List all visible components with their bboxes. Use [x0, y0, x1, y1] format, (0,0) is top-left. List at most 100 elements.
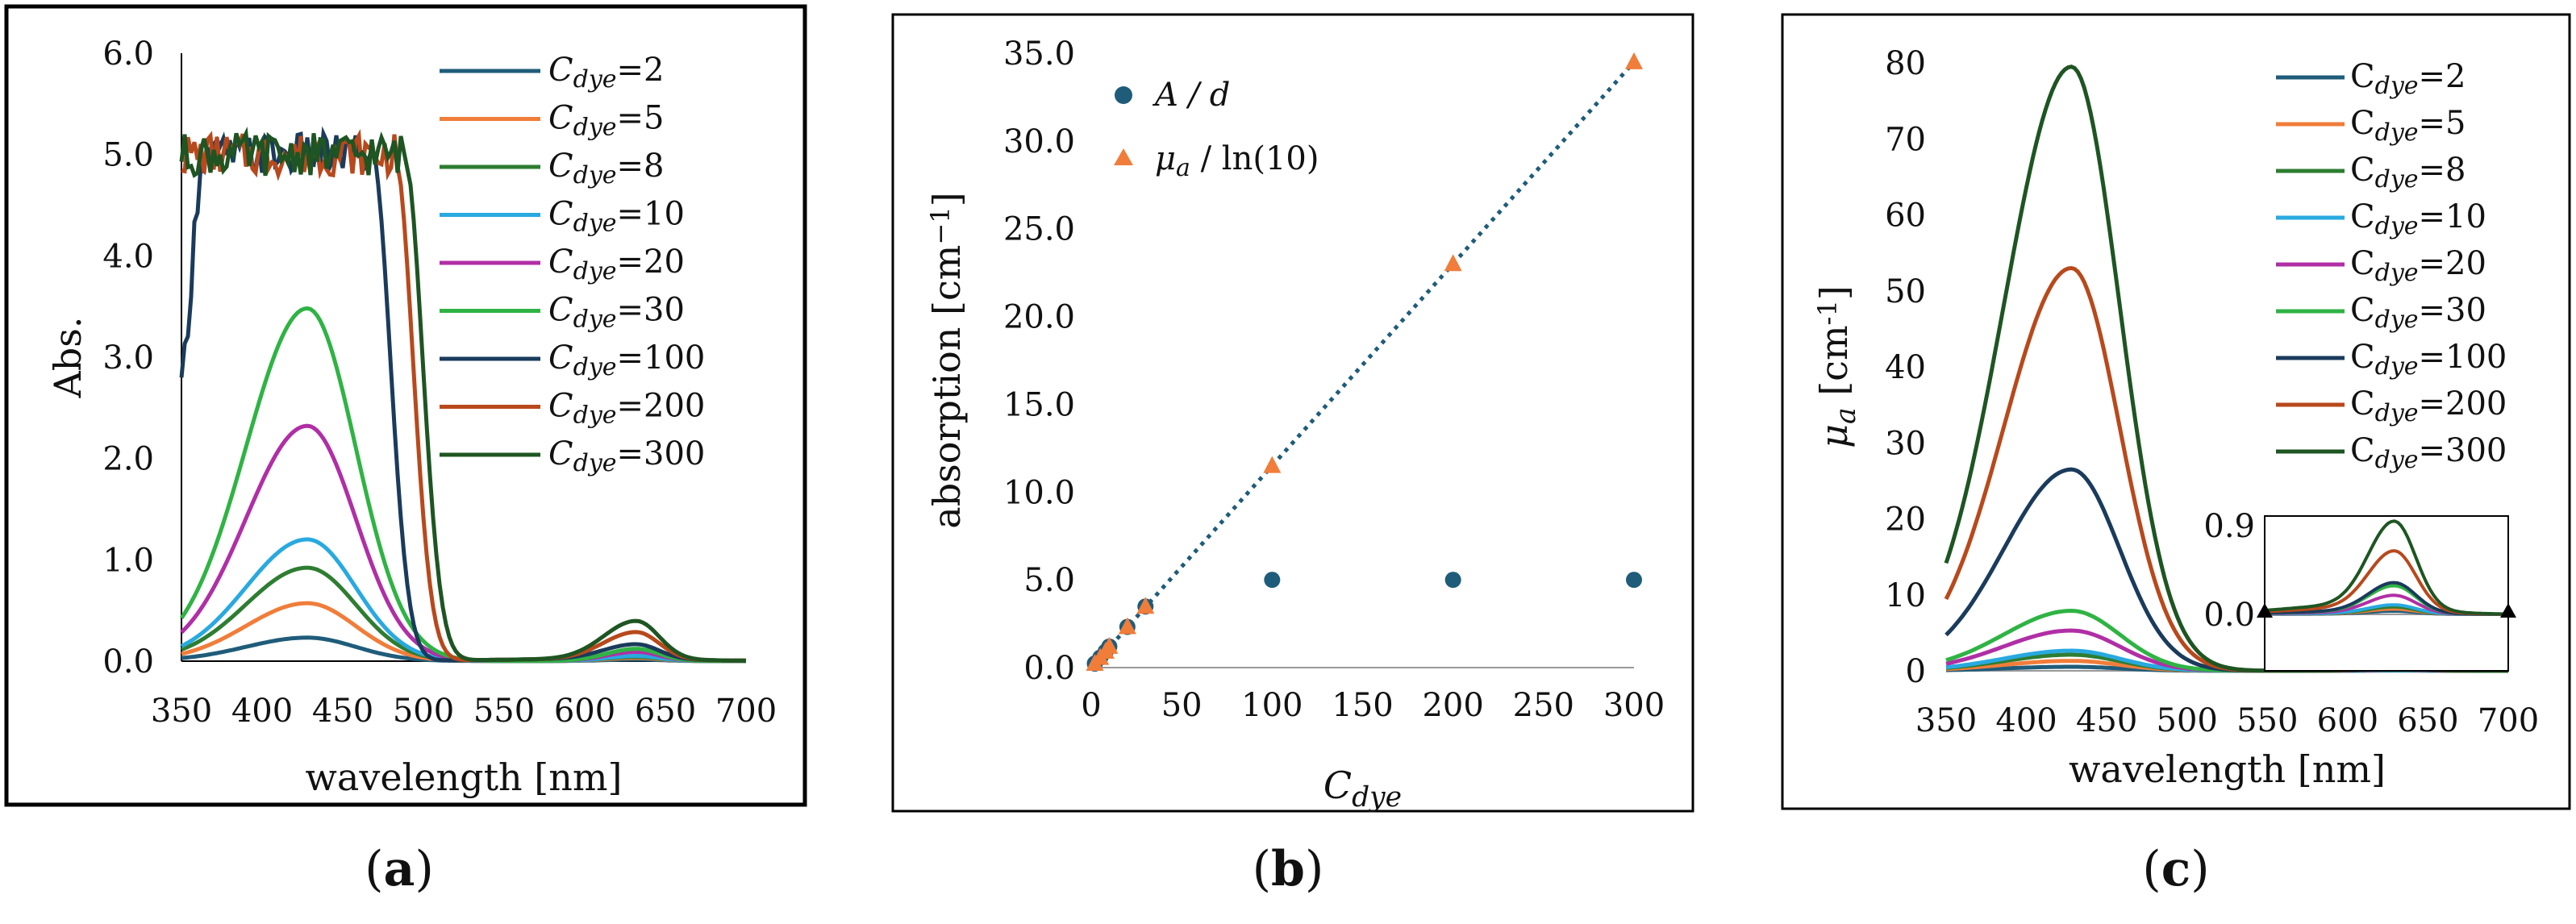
panel-c-frame: [1781, 13, 2571, 810]
inset-marker-right: [2500, 603, 2516, 618]
caption-c: (c): [2142, 841, 2209, 897]
x-tick-label: 650: [635, 693, 696, 730]
y-tick-label: 0: [1906, 653, 1926, 690]
y-tick-label: 3.0: [102, 339, 154, 377]
y-tick-label: 80: [1885, 45, 1926, 82]
panel-a: 0.0 1.0 2.0 3.0 4.0 5.0 6.0 350 400 450 500 550 600 6…: [46, 35, 777, 799]
y-tick-label: 1.0: [102, 542, 154, 579]
legend-label: Cdye=8: [2350, 152, 2466, 194]
x-tick-label: 600: [554, 693, 615, 730]
legend-label: Cdye=20: [548, 243, 685, 285]
caption-b: (b): [1253, 841, 1324, 897]
y-tick-label: 0.0: [1023, 650, 1075, 687]
x-tick-label: 600: [2317, 702, 2378, 739]
x-axis-label: Cdye: [1323, 764, 1402, 814]
x-tick-label: 50: [1161, 687, 1203, 724]
legend-label: Cdye=300: [548, 435, 705, 477]
legend-label: Cdye=5: [548, 100, 664, 142]
scatter-point-triangle: [1118, 617, 1136, 635]
y-tick-label: 40: [1885, 349, 1926, 386]
y-tick-label: 35.0: [1003, 35, 1075, 73]
legend-label: Cdye=2: [548, 52, 664, 94]
legend-label: Cdye=200: [548, 388, 705, 430]
y-tick-label: 4.0: [102, 238, 154, 275]
x-tick-label: 550: [473, 693, 535, 730]
y-tick-label: 5.0: [102, 137, 154, 174]
panel-b: 0.0 5.0 10.0 15.0 20.0 25.0 30.0 35.0 0 50 100 150 2…: [925, 35, 1665, 814]
scatter-point-triangle: [1625, 52, 1643, 69]
y-tick-label: 60: [1885, 198, 1926, 235]
x-tick-label: 300: [1603, 687, 1665, 724]
y-tick-label: 25.0: [1003, 211, 1075, 248]
scatter-point-triangle: [1136, 597, 1155, 614]
y-tick-label: 10: [1885, 577, 1926, 614]
legend-label: Cdye=8: [548, 148, 664, 189]
x-tick-label: 150: [1332, 687, 1393, 724]
y-tick-label: 20: [1885, 502, 1926, 539]
scatter-point-triangle: [1100, 636, 1119, 654]
y-tick-label: 6.0: [102, 35, 154, 73]
inset-y-tick-label: 0.9: [2203, 508, 2255, 545]
scatter-point-triangle: [1444, 254, 1462, 272]
inset-frame: [2264, 515, 2509, 672]
x-tick-label: 400: [231, 693, 293, 730]
x-tick-label: 450: [312, 693, 373, 730]
y-tick-label: 70: [1885, 121, 1926, 158]
x-tick-label: 700: [715, 693, 777, 730]
trendline: [1090, 60, 1636, 669]
legend-label: Cdye=100: [548, 339, 705, 381]
y-axis-label: Abs.: [46, 317, 90, 399]
y-tick-label: 0.0: [102, 643, 154, 681]
panel-a-frame: [4, 4, 807, 807]
y-tick-label: 20.0: [1003, 299, 1075, 336]
x-tick-label: 500: [393, 693, 454, 730]
y-axis-label: absorption [cm−1]: [925, 192, 969, 528]
x-tick-label: 100: [1241, 687, 1303, 724]
x-tick-label: 650: [2397, 702, 2458, 739]
legend-label: Cdye=30: [2350, 292, 2486, 334]
y-tick-label: 10.0: [1003, 474, 1075, 511]
legend-label: A / d: [1152, 77, 1230, 114]
legend-label: Cdye=2: [2350, 58, 2466, 100]
scatter-point-triangle: [1263, 456, 1282, 473]
series-line: [179, 126, 747, 663]
x-tick-label: 450: [2076, 702, 2137, 739]
y-axis-label: μa [cm-1]: [1812, 285, 1862, 448]
y-tick-label: 2.0: [102, 441, 154, 478]
x-tick-label: 550: [2236, 702, 2298, 739]
x-axis-label: wavelength [nm]: [2069, 747, 2386, 791]
legend-label: Cdye=30: [548, 292, 685, 334]
legend-label: Cdye=200: [2350, 385, 2507, 427]
inset-y-tick-label: 0.0: [2203, 597, 2255, 634]
legend-label: Cdye=300: [2350, 432, 2507, 474]
x-tick-label: 250: [1513, 687, 1574, 724]
legend-label: Cdye=20: [2350, 245, 2486, 287]
legend-label: Cdye=10: [548, 196, 685, 238]
inset-series-line: [2264, 519, 2508, 616]
panel-b-frame: [891, 13, 1694, 813]
x-tick-label: 500: [2157, 702, 2218, 739]
y-tick-label: 5.0: [1023, 562, 1075, 599]
legend-label: Cdye=10: [2350, 198, 2486, 240]
y-tick-label: 15.0: [1003, 386, 1075, 423]
x-tick-label: 700: [2478, 702, 2539, 739]
x-tick-label: 400: [1995, 702, 2057, 739]
scatter-point-circle: [1444, 572, 1461, 589]
scatter-point-circle: [1626, 572, 1642, 589]
y-tick-label: 30.0: [1003, 123, 1075, 160]
y-tick-label: 30: [1885, 425, 1926, 462]
x-tick-label: 350: [1915, 702, 1977, 739]
caption-a: (a): [365, 841, 434, 897]
scatter-point-circle: [1264, 572, 1281, 589]
y-tick-label: 50: [1885, 273, 1926, 310]
legend-marker-circle: [1115, 86, 1132, 104]
x-axis-label: wavelength [nm]: [306, 755, 623, 799]
legend-label: Cdye=100: [2350, 339, 2507, 381]
x-tick-label: 0: [1081, 687, 1101, 724]
legend-label: μa / ln(10): [1155, 140, 1319, 182]
x-tick-label: 350: [151, 693, 212, 730]
legend-marker-triangle: [1114, 148, 1133, 165]
inset-marker-left: [2257, 603, 2273, 618]
x-tick-label: 200: [1422, 687, 1483, 724]
